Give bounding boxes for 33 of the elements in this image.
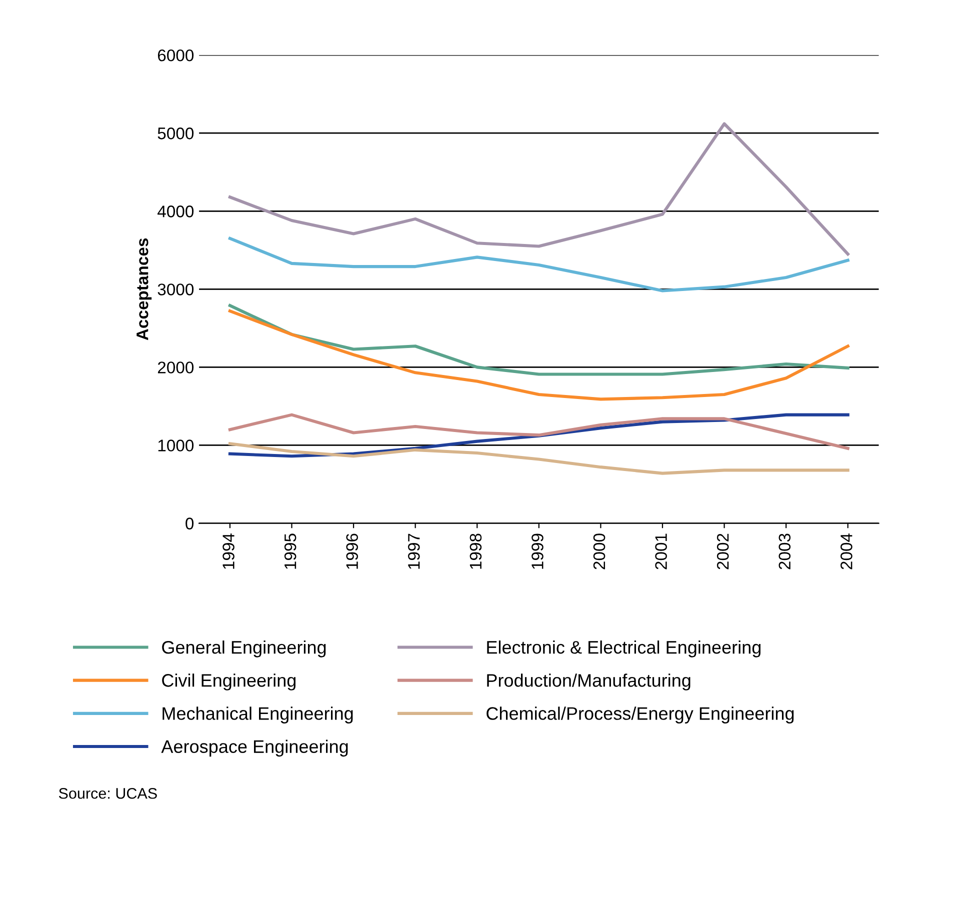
line-series — [228, 304, 850, 376]
y-tick-label: 6000 — [158, 49, 194, 62]
x-tick-label: 2003 — [778, 534, 791, 570]
line-series — [228, 309, 850, 401]
line-series — [228, 236, 850, 292]
y-tick-label: 2000 — [158, 362, 194, 374]
legend-label: General Engineering — [162, 640, 326, 658]
x-tick-label: 1998 — [470, 534, 482, 569]
legend-label: Electronic & Electrical Engineering — [487, 640, 760, 658]
line-series — [228, 442, 850, 475]
legend-label: Mechanical Engineering — [162, 706, 353, 724]
x-tick-label: 1997 — [408, 534, 420, 569]
y-tick-label: 0 — [186, 518, 194, 530]
y-tick-label: 5000 — [158, 128, 194, 140]
y-tick-label: 1000 — [158, 440, 194, 452]
x-tick-label: 2004 — [840, 533, 852, 570]
x-tick-label: 2001 — [655, 534, 667, 570]
line-series — [228, 122, 850, 256]
legend-label: Aerospace Engineering — [161, 740, 348, 757]
x-tick-label: 1999 — [532, 534, 544, 569]
line-series — [228, 413, 850, 450]
y-tick-label: 4000 — [158, 206, 194, 218]
x-tick-label: 1996 — [346, 534, 358, 569]
legend-label: Chemical/Process/Energy Engineering — [486, 706, 794, 724]
x-tick-label: 1995 — [284, 534, 296, 569]
legend-label: Production/Manufacturing — [487, 674, 690, 690]
legend-label: Civil Engineering — [162, 674, 296, 690]
source-note: Source: UCAS — [58, 788, 157, 799]
x-tick-label: 1994 — [222, 533, 234, 569]
y-axis-title: Acceptances — [136, 238, 152, 340]
x-tick-label: 2000 — [593, 534, 606, 570]
y-tick-label: 3000 — [158, 284, 194, 296]
x-tick-label: 2002 — [716, 534, 729, 570]
